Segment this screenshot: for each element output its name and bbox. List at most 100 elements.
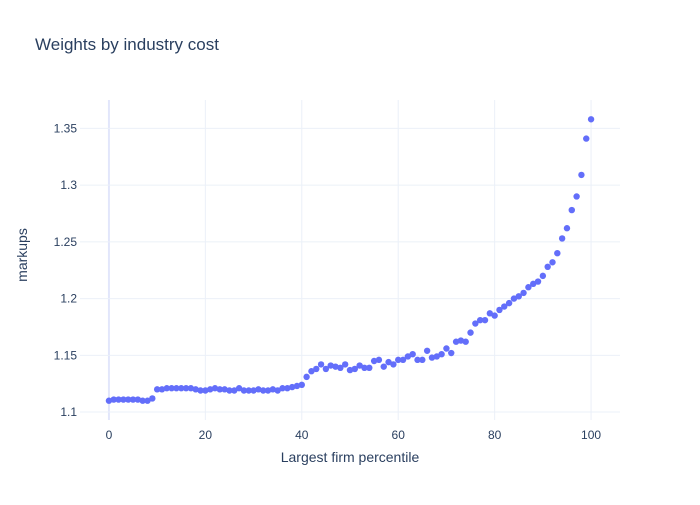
data-point[interactable] xyxy=(245,387,252,394)
data-point[interactable] xyxy=(187,385,195,392)
data-point[interactable] xyxy=(168,385,175,392)
data-point[interactable] xyxy=(496,306,503,314)
data-point[interactable] xyxy=(390,361,397,368)
data-point[interactable] xyxy=(125,396,132,403)
data-point[interactable] xyxy=(332,363,339,370)
data-point[interactable] xyxy=(452,338,460,345)
data-point[interactable] xyxy=(472,320,479,327)
data-point[interactable] xyxy=(549,259,556,266)
data-point[interactable] xyxy=(279,385,286,392)
data-point[interactable] xyxy=(158,386,166,393)
data-point[interactable] xyxy=(375,356,383,364)
data-point[interactable] xyxy=(404,353,412,360)
data-point[interactable] xyxy=(327,362,334,369)
data-point[interactable] xyxy=(115,396,122,403)
data-point[interactable] xyxy=(423,347,431,354)
data-point[interactable] xyxy=(250,387,257,394)
data-point[interactable] xyxy=(351,365,359,373)
data-point[interactable] xyxy=(163,385,170,392)
data-point[interactable] xyxy=(520,289,527,297)
data-point[interactable] xyxy=(110,396,117,403)
data-point[interactable] xyxy=(554,249,561,257)
data-point[interactable] xyxy=(409,350,416,358)
data-point[interactable] xyxy=(293,382,301,390)
data-point[interactable] xyxy=(462,338,469,345)
data-point[interactable] xyxy=(139,397,146,404)
data-point[interactable] xyxy=(288,383,296,391)
data-point[interactable] xyxy=(501,303,508,310)
data-point[interactable] xyxy=(419,356,426,364)
data-point[interactable] xyxy=(129,396,137,403)
data-point[interactable] xyxy=(380,363,387,370)
data-point[interactable] xyxy=(269,386,277,393)
data-point[interactable] xyxy=(558,235,566,242)
data-point[interactable] xyxy=(134,396,142,403)
data-point[interactable] xyxy=(366,364,373,372)
data-point[interactable] xyxy=(235,385,243,392)
data-point[interactable] xyxy=(356,362,363,369)
data-point[interactable] xyxy=(578,171,585,179)
data-point[interactable] xyxy=(457,337,465,344)
data-point[interactable] xyxy=(370,357,378,365)
data-point[interactable] xyxy=(322,365,330,373)
data-point[interactable] xyxy=(337,364,344,372)
data-point[interactable] xyxy=(298,381,305,389)
data-point[interactable] xyxy=(486,310,494,317)
data-point[interactable] xyxy=(505,299,513,307)
data-point[interactable] xyxy=(313,365,320,373)
data-point[interactable] xyxy=(530,280,537,288)
data-point[interactable] xyxy=(303,373,310,381)
data-point[interactable] xyxy=(491,312,498,319)
data-point[interactable] xyxy=(361,364,368,372)
data-point[interactable] xyxy=(563,225,571,232)
data-point[interactable] xyxy=(467,329,474,336)
data-point[interactable] xyxy=(481,316,489,324)
data-point[interactable] xyxy=(231,387,238,394)
data-point[interactable] xyxy=(226,387,233,394)
data-point[interactable] xyxy=(216,386,224,393)
data-point[interactable] xyxy=(197,387,204,394)
data-point[interactable] xyxy=(144,397,151,404)
data-point[interactable] xyxy=(264,387,272,394)
data-point[interactable] xyxy=(573,193,580,200)
data-point[interactable] xyxy=(414,356,421,364)
data-point[interactable] xyxy=(149,395,156,402)
data-point[interactable] xyxy=(211,385,219,392)
data-point[interactable] xyxy=(428,354,436,361)
data-point[interactable] xyxy=(221,386,228,393)
data-point[interactable] xyxy=(476,316,484,324)
data-point[interactable] xyxy=(510,295,518,302)
data-point[interactable] xyxy=(284,385,291,392)
data-point[interactable] xyxy=(173,385,180,392)
data-point[interactable] xyxy=(568,206,575,214)
data-point[interactable] xyxy=(539,272,547,280)
data-point[interactable] xyxy=(255,386,262,393)
data-point[interactable] xyxy=(120,396,127,403)
data-point[interactable] xyxy=(395,356,402,364)
data-point[interactable] xyxy=(153,386,161,393)
data-point[interactable] xyxy=(260,387,267,394)
data-point[interactable] xyxy=(399,356,407,364)
data-point[interactable] xyxy=(443,345,450,352)
data-point[interactable] xyxy=(448,349,455,357)
data-point[interactable] xyxy=(346,366,354,374)
data-point[interactable] xyxy=(438,350,445,358)
data-point[interactable] xyxy=(202,387,209,394)
data-point[interactable] xyxy=(534,278,542,285)
data-point[interactable] xyxy=(525,284,532,291)
data-point[interactable] xyxy=(105,397,113,404)
data-point[interactable] xyxy=(433,353,440,360)
data-point[interactable] xyxy=(341,361,349,368)
data-point[interactable] xyxy=(240,387,248,394)
data-point[interactable] xyxy=(317,361,325,368)
data-point[interactable] xyxy=(583,135,590,142)
data-point[interactable] xyxy=(587,116,595,123)
data-point[interactable] xyxy=(308,368,315,375)
data-point[interactable] xyxy=(192,386,199,393)
data-point[interactable] xyxy=(206,386,214,393)
data-point[interactable] xyxy=(385,358,392,366)
data-point[interactable] xyxy=(515,293,522,300)
data-point[interactable] xyxy=(178,385,185,392)
data-point[interactable] xyxy=(544,263,551,271)
data-point[interactable] xyxy=(182,385,190,392)
